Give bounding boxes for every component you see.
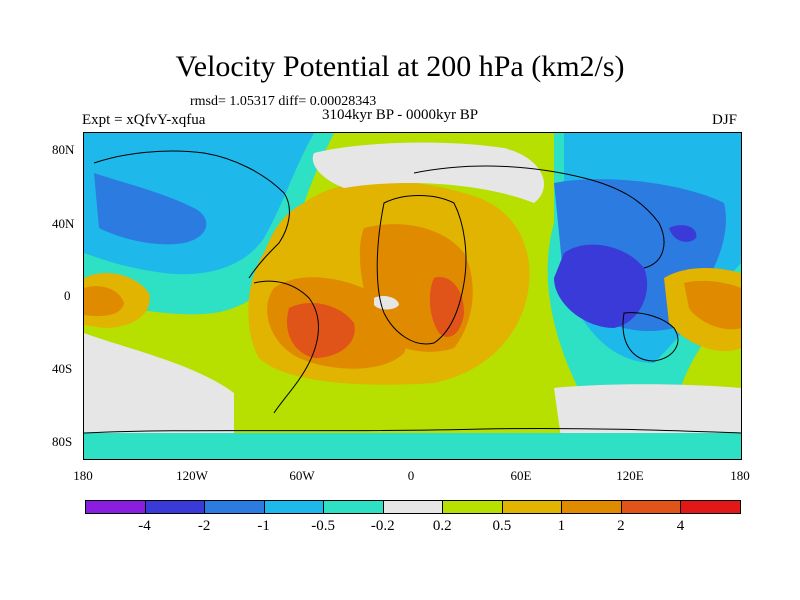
contour-southam-pos2 [286,303,355,358]
contour-north-neutral [312,142,544,203]
map-panel [83,132,742,460]
legend-swatch [561,500,622,514]
legend-label: -1 [257,518,270,534]
legend-label: 0.2 [432,518,452,534]
legend-label: -0.5 [311,518,336,534]
lon-label-60w: 60W [289,468,315,483]
legend-label: -2 [197,518,211,534]
legend-label: 2 [617,518,625,534]
season-label: DJF [712,112,738,128]
legend-swatch [680,500,741,514]
experiment-label: Expt = xQfvY-xqfua [82,112,206,128]
lon-label-60e: 60E [510,468,532,483]
legend-swatch [144,500,206,514]
period-label: 3104kyr BP - 0000kyr BP [322,107,479,123]
legend-swatch [204,500,265,514]
legend-label: -0.2 [370,518,395,534]
lon-label-0: 0 [407,468,415,483]
legend-swatch [442,500,503,514]
contour-pacific-neg1 [94,173,207,245]
velocity-potential-field [84,133,741,459]
legend-swatch [382,500,444,514]
legend-swatch [263,500,325,514]
contour-indopacific-neg2 [554,244,648,328]
lon-label-180e: 180 [730,468,750,483]
lat-label-80s: 80S [52,434,73,449]
map-title: Velocity Potential at 200 hPa (km2/s) [175,50,625,83]
legend-label: 0.5 [492,518,512,534]
contour-westpac-pos1 [684,280,741,330]
lat-label-40s: 40S [52,361,73,376]
lon-label-120e: 120E [616,468,644,483]
legend-swatch [620,500,682,514]
lat-label-eq: 0 [64,288,71,303]
lon-label-180w: 180 [73,468,93,483]
lon-label-120w: 120W [176,468,208,483]
legend-label: 1 [557,518,566,534]
contour-south-neutral [84,333,234,459]
contour-africa-pos2 [429,277,464,337]
contour-japan-neg2 [669,225,697,242]
stats-text: rmsd= 1.05317 diff= 0.00028343 [190,94,377,109]
lat-label-80n: 80N [52,142,75,157]
coastlines [84,150,741,434]
contour-antarctic-neg [84,433,741,459]
legend-label: 4 [676,518,685,534]
lat-label-40n: 40N [52,216,75,231]
contour-pacific-pos1 [84,286,124,317]
legend-swatch [323,500,384,514]
legend-label: -4 [138,518,151,534]
legend-swatch [85,500,146,514]
legend-swatch [501,500,563,514]
